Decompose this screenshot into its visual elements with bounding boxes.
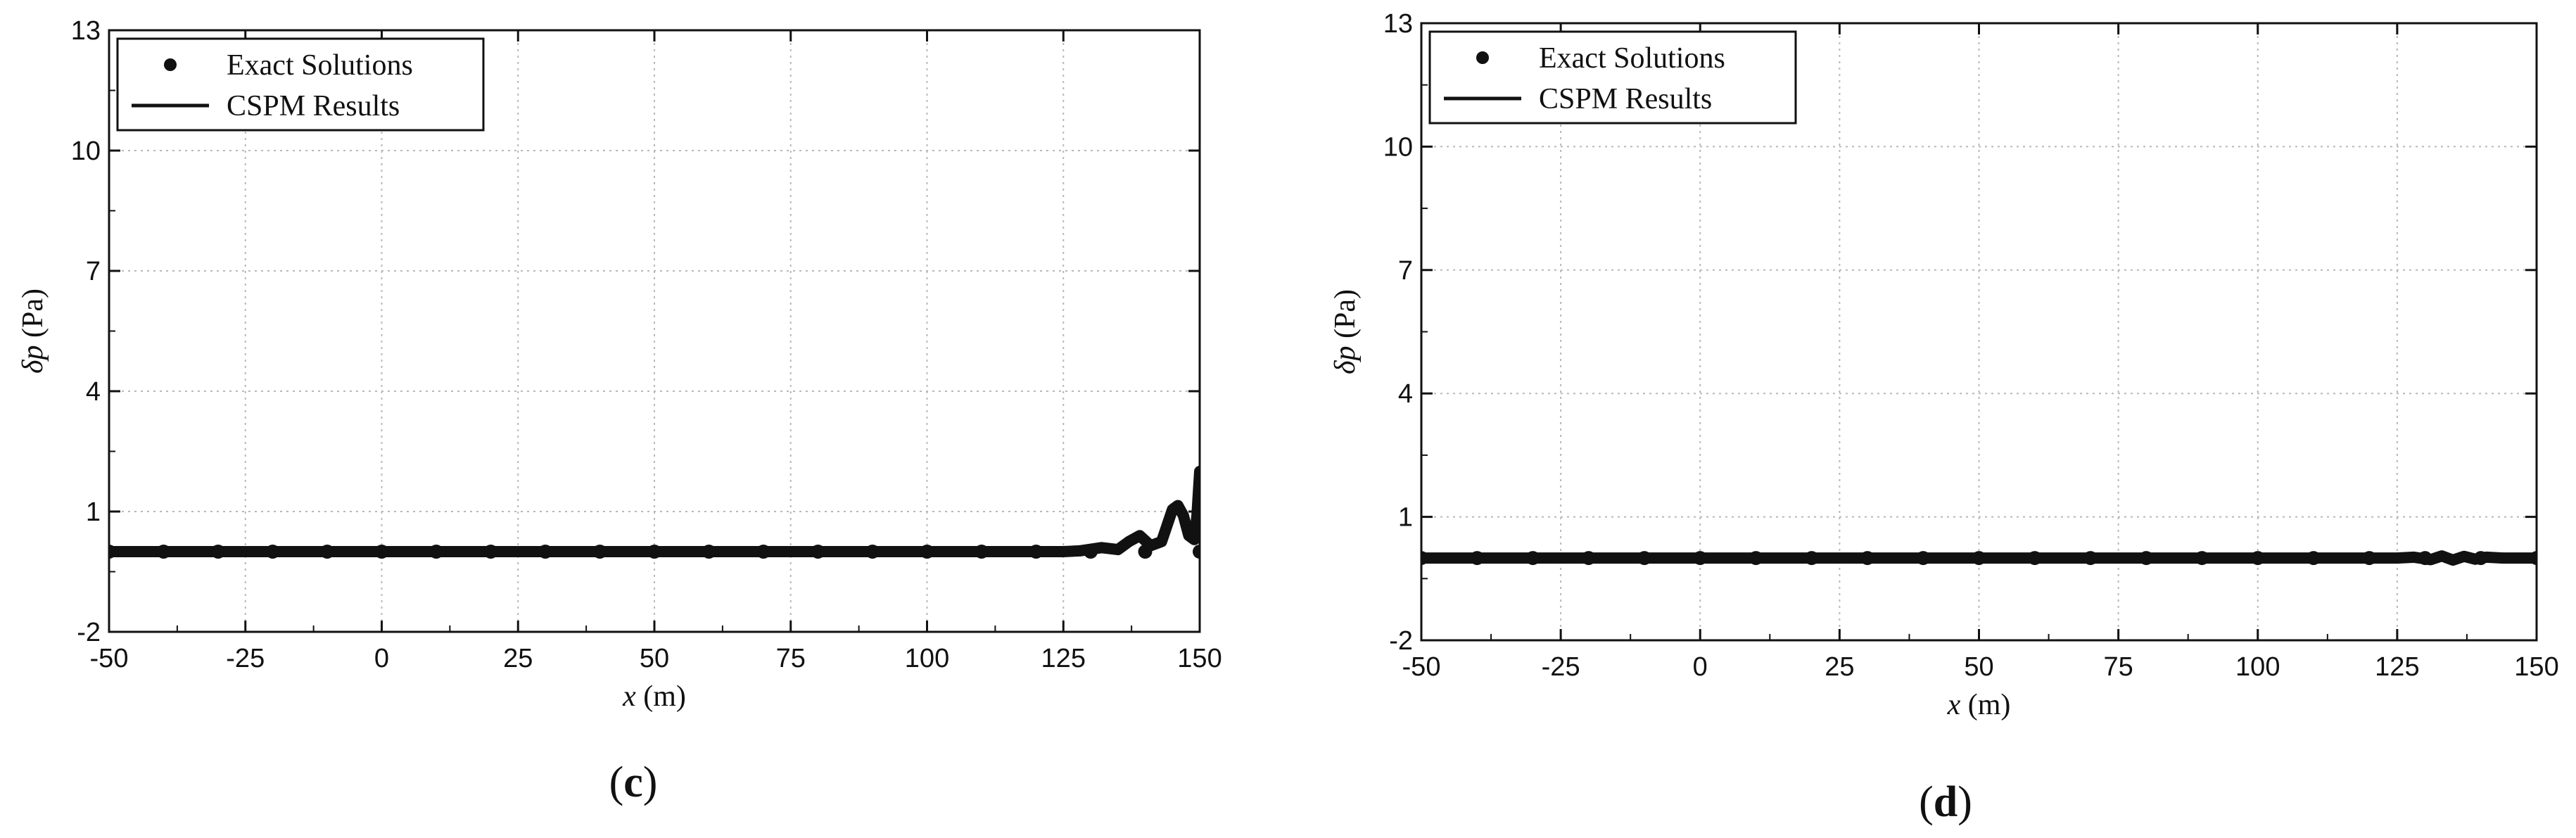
y-axis-title: δp (Pa): [17, 288, 49, 374]
y-axis-variable: δp: [1329, 345, 1362, 374]
y-tick-label: 4: [86, 377, 101, 407]
x-axis-variable: x: [622, 680, 636, 713]
cspm-results-line: [109, 466, 1200, 557]
x-tick-label: 75: [2103, 652, 2133, 682]
y-axis-unit: (Pa): [1329, 289, 1362, 345]
y-axis-variable: δp: [17, 345, 49, 374]
y-tick-label: -2: [77, 618, 101, 647]
x-tick-label: -25: [226, 644, 265, 673]
cspm-results-line: [1421, 550, 2537, 566]
x-axis-variable: x: [1947, 689, 1961, 721]
x-tick-label: -25: [1542, 652, 1580, 682]
y-tick-label: 13: [71, 16, 101, 46]
x-tick-label: -50: [1402, 652, 1441, 682]
x-axis-unit: (m): [636, 680, 686, 713]
panel-label: (d): [1919, 778, 1972, 826]
panel-label: (c): [609, 758, 658, 806]
x-axis-title: x (m): [1947, 689, 2011, 721]
legend-box: [1428, 30, 1797, 125]
legend-label: Exact Solutions: [1539, 42, 1725, 75]
x-tick-label: 50: [1964, 652, 1993, 682]
legend-marker-dot: [164, 58, 177, 71]
legend-label: CSPM Results: [227, 90, 400, 122]
y-tick-label: -2: [1389, 626, 1413, 656]
y-tick-label: 7: [1398, 256, 1413, 286]
x-tick-label: 75: [776, 644, 806, 673]
y-tick-label: 10: [1383, 132, 1413, 162]
x-tick-label: 25: [1825, 652, 1854, 682]
legend-box: [116, 37, 485, 132]
legend-marker-dot: [1476, 51, 1489, 64]
x-axis-unit: (m): [1960, 689, 2010, 721]
y-tick-label: 10: [71, 137, 101, 166]
y-axis-unit: (Pa): [17, 288, 49, 345]
y-tick-label: 7: [86, 257, 101, 286]
y-tick-label: 4: [1398, 379, 1413, 409]
x-tick-label: 150: [1177, 644, 1222, 673]
plot-area: [109, 466, 1200, 559]
x-axis-title: x (m): [622, 680, 686, 713]
plot-area: [1421, 550, 2537, 566]
x-tick-label: 150: [2514, 652, 2558, 682]
y-tick-label: 13: [1383, 9, 1413, 39]
chart-panel-c: -50 -25 0 25 50 75 100 125 150 -2 1 4 7 10 13 x (m) δp (…: [17, 16, 1222, 713]
x-tick-label: 0: [1693, 652, 1708, 682]
x-tick-label: 100: [2235, 652, 2280, 682]
legend-label: CSPM Results: [1539, 83, 1712, 115]
x-tick-label: 125: [2375, 652, 2419, 682]
y-axis-title: δp (Pa): [1329, 289, 1362, 374]
x-tick-label: 100: [905, 644, 949, 673]
y-tick-label: 1: [86, 497, 101, 527]
legend: Exact Solutions CSPM Results: [1428, 30, 1797, 125]
exact-solution-point: [1193, 545, 1200, 559]
x-tick-label: 0: [374, 644, 389, 673]
chart-panel-d: -50 -25 0 25 50 75 100 125 150 -2 1 4 7 10 13 x (m) δp (…: [1329, 9, 2559, 721]
x-tick-label: 50: [640, 644, 669, 673]
y-tick-label: 1: [1398, 503, 1413, 533]
legend: Exact Solutions CSPM Results: [116, 37, 485, 132]
x-tick-label: 25: [503, 644, 533, 673]
legend-label: Exact Solutions: [227, 49, 413, 82]
x-tick-label: -50: [90, 644, 129, 673]
x-tick-label: 125: [1041, 644, 1086, 673]
